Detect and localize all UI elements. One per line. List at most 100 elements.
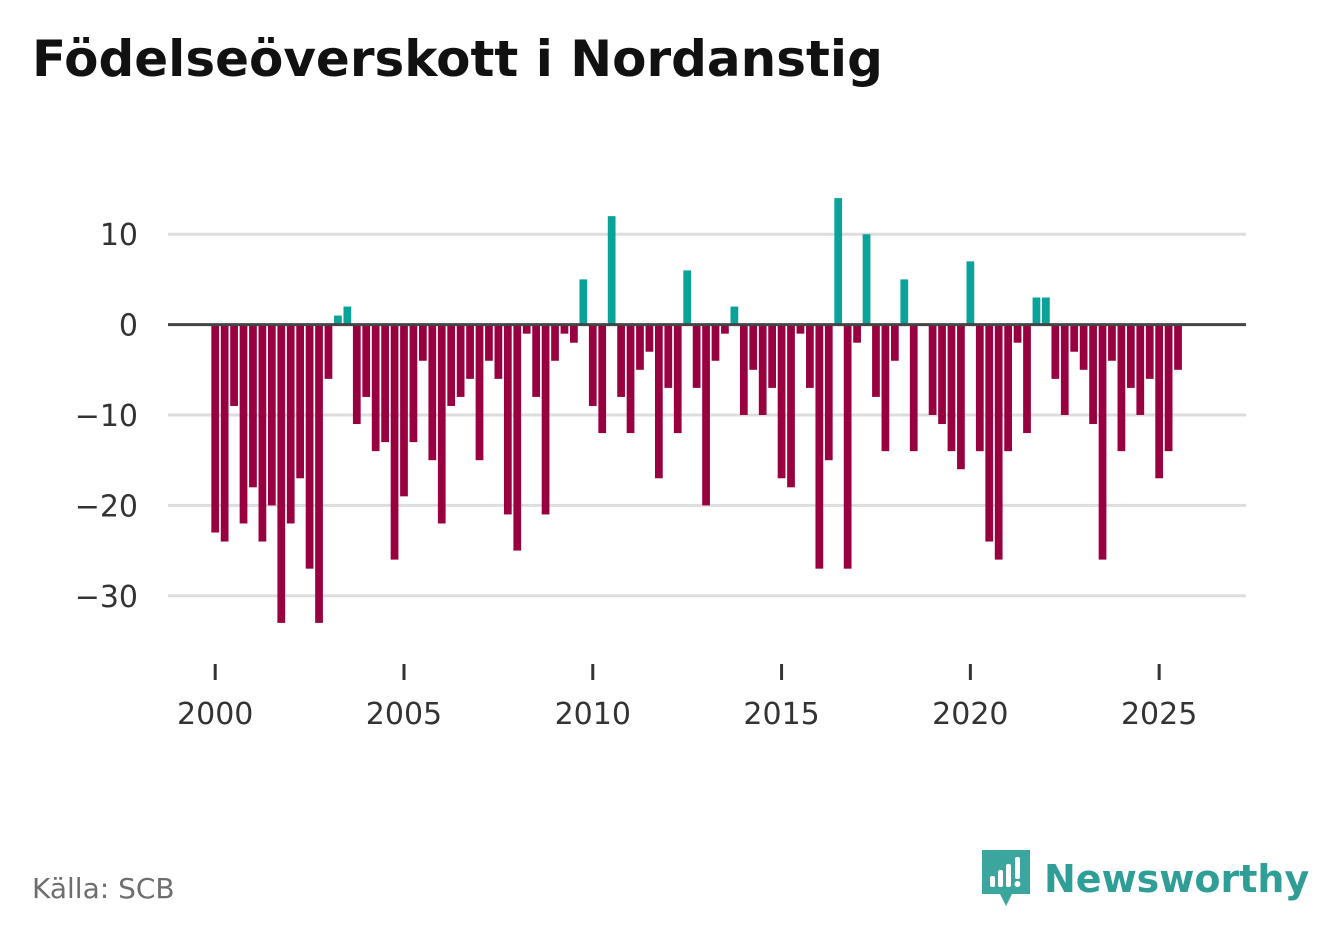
bar [560, 324, 569, 334]
bar [390, 324, 399, 560]
bar [456, 324, 465, 397]
bar [352, 324, 361, 425]
bar [872, 324, 880, 397]
x-tick-label: 2000 [177, 697, 253, 732]
bar [570, 324, 578, 343]
bar [1089, 324, 1097, 425]
bar [985, 324, 994, 542]
y-tick-label: −30 [75, 580, 138, 615]
newsworthy-logo-icon [982, 850, 1030, 906]
bar [541, 324, 550, 515]
bar [286, 324, 295, 524]
y-tick-label: 0 [119, 309, 138, 344]
bar [296, 324, 305, 479]
bar [607, 216, 616, 325]
bar [758, 324, 767, 415]
bar [683, 270, 692, 325]
bar [1013, 324, 1022, 343]
bar [305, 324, 314, 569]
bar [1023, 324, 1031, 434]
bar [503, 324, 512, 515]
bar [1155, 324, 1164, 479]
bar [1108, 324, 1116, 361]
bar [749, 324, 758, 370]
bar [947, 324, 956, 452]
bar [324, 324, 333, 379]
brand-logo: Newsworthy [982, 850, 1309, 908]
bar [588, 324, 597, 406]
bar [730, 306, 739, 325]
bar [315, 324, 323, 623]
bar [994, 324, 1003, 560]
bar [371, 324, 380, 452]
bar [957, 324, 965, 470]
bar [258, 324, 267, 542]
bar [1126, 324, 1135, 388]
bar [938, 324, 946, 425]
bar [1174, 324, 1182, 370]
bar [777, 324, 786, 479]
bar [381, 324, 389, 443]
brand-name: Newsworthy [1044, 857, 1310, 901]
bar [428, 324, 437, 461]
bar [900, 279, 909, 325]
bar [711, 324, 720, 361]
bar [1164, 324, 1173, 452]
bar [909, 324, 918, 452]
x-tick-label: 2025 [1121, 697, 1197, 732]
x-tick-label: 2010 [555, 697, 631, 732]
bar [277, 324, 286, 623]
bar [1004, 324, 1012, 452]
bar [626, 324, 635, 434]
bar [1145, 324, 1154, 379]
bar [673, 324, 682, 434]
bar [447, 324, 456, 406]
bar [768, 324, 776, 388]
bar [1079, 324, 1088, 370]
bar [636, 324, 644, 370]
bar [692, 324, 701, 388]
bar [739, 324, 748, 415]
bar [1032, 297, 1041, 325]
bar [853, 324, 861, 343]
bar [702, 324, 710, 506]
bar [787, 324, 795, 488]
bar [522, 324, 531, 334]
bars [211, 198, 1182, 623]
bar [485, 324, 493, 361]
y-tick-label: −10 [75, 399, 138, 434]
y-axis: 10 0 −10 −20 −30 [75, 218, 138, 615]
bar [230, 324, 238, 406]
bar [890, 324, 899, 361]
bar [267, 324, 276, 506]
bar [928, 324, 937, 415]
bar [1117, 324, 1126, 452]
y-tick-label: −20 [75, 489, 138, 524]
bar [437, 324, 446, 524]
bar [1060, 324, 1069, 415]
bar [419, 324, 427, 361]
bar [975, 324, 984, 452]
bar [239, 324, 248, 524]
bar [579, 279, 588, 325]
bar [532, 324, 541, 397]
bar [881, 324, 890, 452]
bar [1136, 324, 1145, 415]
bar [551, 324, 559, 361]
bar [1051, 324, 1060, 379]
bar [824, 324, 833, 461]
bar [400, 324, 408, 497]
bar [843, 324, 852, 569]
chart-title: Födelseöverskott i Nordanstig [32, 30, 883, 88]
y-tick-label: 10 [100, 218, 138, 253]
bar [966, 261, 975, 325]
bar [494, 324, 503, 379]
bar [409, 324, 418, 443]
x-tick-label: 2015 [743, 697, 819, 732]
bar [654, 324, 663, 479]
bar [211, 324, 220, 533]
bar [343, 306, 352, 325]
bar [862, 234, 871, 325]
x-axis: 2000 2005 2010 2015 2020 2025 [177, 664, 1197, 732]
